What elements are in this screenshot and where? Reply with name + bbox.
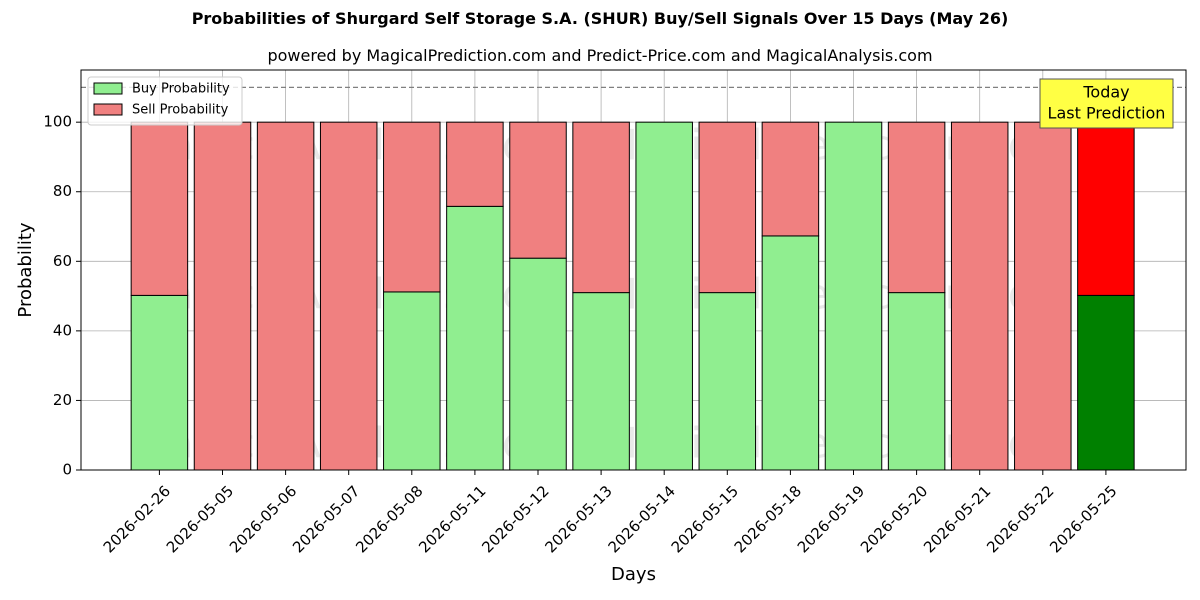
- y-tick-label: 20: [53, 391, 72, 409]
- chart-subtitle: powered by MagicalPrediction.com and Pre…: [267, 46, 933, 65]
- bar-buy: [446, 205, 504, 471]
- x-tick-label: 2026-05-13: [541, 482, 615, 556]
- legend-label: Buy Probability: [132, 82, 230, 97]
- bar-buy: [698, 292, 757, 471]
- bar-buy: [635, 121, 693, 471]
- x-tick-label: 2026-05-15: [668, 482, 742, 556]
- bar-sell: [509, 121, 567, 259]
- bar-sell: [761, 121, 820, 237]
- bars: [130, 121, 1135, 471]
- bar-sell: [887, 121, 946, 294]
- bar-buy: [509, 257, 567, 471]
- x-tick-label: 2026-05-19: [794, 482, 868, 556]
- legend-label: Sell Probability: [132, 103, 229, 118]
- x-tick-label: 2026-05-05: [163, 482, 237, 556]
- y-tick-label: 100: [43, 113, 72, 131]
- bar-sell: [698, 121, 757, 294]
- x-tick-label: 2026-05-12: [478, 482, 552, 556]
- today-annotation: Today Last Prediction: [1039, 78, 1174, 129]
- bar-sell: [130, 121, 189, 296]
- x-tick-label: 2026-05-18: [731, 482, 805, 556]
- bar-sell: [1014, 121, 1072, 471]
- x-tick-label: 2026-05-07: [289, 482, 363, 556]
- legend-swatch: [93, 82, 123, 95]
- x-tick-label: 2026-05-11: [415, 482, 489, 556]
- x-tick-label: 2026-05-21: [920, 482, 994, 556]
- bar-sell: [193, 121, 252, 471]
- x-tick-label: 2026-05-25: [1046, 482, 1120, 556]
- bar-buy: [761, 235, 820, 471]
- bar-buy: [383, 291, 441, 471]
- y-tick-label: 60: [53, 252, 72, 270]
- y-axis-label: Probability: [15, 222, 36, 317]
- bar-buy: [1077, 294, 1135, 471]
- bar-buy: [824, 121, 883, 471]
- x-axis-label: Days: [611, 564, 656, 585]
- y-tick-label: 80: [53, 182, 72, 200]
- bar-sell: [572, 121, 630, 294]
- bar-sell: [256, 121, 315, 471]
- y-tick-label: 40: [53, 321, 72, 339]
- bar-buy: [572, 292, 630, 471]
- bar-sell: [1077, 121, 1135, 296]
- annotation-box: [1039, 78, 1174, 129]
- x-tick-label: 2026-05-08: [352, 482, 426, 556]
- x-tick-label: 2026-02-26: [100, 482, 174, 556]
- legend: Buy Probability Sell Probability: [87, 76, 243, 126]
- bar-sell: [950, 121, 1009, 471]
- chart-title: Probabilities of Shurgard Self Storage S…: [191, 9, 1009, 28]
- bar-buy: [130, 294, 189, 471]
- x-tick-label: 2026-05-06: [226, 482, 300, 556]
- legend-swatch: [93, 103, 123, 116]
- bar-sell: [446, 121, 504, 207]
- bar-buy: [887, 292, 946, 471]
- annotation-line: Today: [1082, 83, 1129, 102]
- y-tick-label: 0: [62, 461, 72, 479]
- legend-box: [87, 76, 243, 126]
- bar-sell: [319, 121, 378, 471]
- bar-sell: [383, 121, 441, 293]
- x-tick-label: 2026-05-14: [605, 482, 679, 556]
- annotation-line: Last Prediction: [1048, 104, 1166, 123]
- plot-frame: [80, 69, 1187, 471]
- x-tick-label: 2026-05-20: [857, 482, 931, 556]
- x-tick-label: 2026-05-22: [983, 482, 1057, 556]
